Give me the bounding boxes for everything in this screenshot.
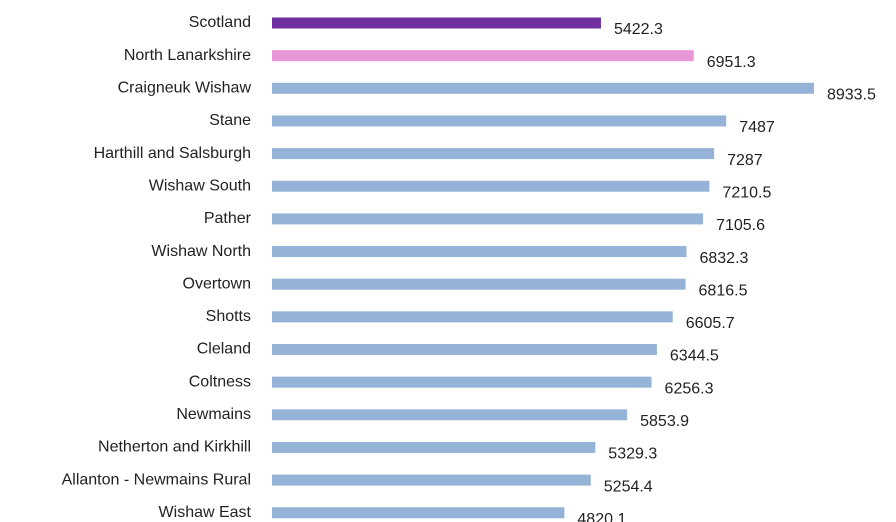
- bar: [272, 376, 652, 388]
- bar: [272, 344, 657, 355]
- category-label: Pather: [204, 210, 252, 227]
- value-label: 6816.5: [699, 282, 748, 299]
- value-label: 4820.1: [577, 511, 626, 522]
- category-label: Craigneuk Wishaw: [118, 80, 252, 97]
- category-label: Stane: [209, 112, 251, 129]
- category-label: Newmains: [176, 406, 251, 423]
- value-label: 5254.4: [604, 478, 653, 495]
- bar: [272, 441, 596, 453]
- value-label: 5329.3: [608, 446, 657, 463]
- value-label: 6256.3: [665, 380, 714, 397]
- value-label: 7487: [739, 119, 775, 136]
- bar: [272, 507, 565, 519]
- category-label: Harthill and Salsburgh: [94, 145, 251, 162]
- bar: [272, 474, 591, 486]
- bar: [272, 409, 628, 421]
- bar: [272, 180, 710, 192]
- bar: [272, 17, 601, 29]
- bar: [272, 311, 673, 323]
- value-label: 8933.5: [827, 87, 876, 104]
- value-label: 7287: [727, 152, 763, 169]
- category-label: Wishaw North: [151, 243, 251, 260]
- category-label: Cleland: [197, 341, 251, 358]
- category-label: Netherton and Kirkhill: [98, 439, 251, 456]
- bar: [272, 213, 704, 225]
- category-label: Overtown: [183, 275, 251, 292]
- value-label: 7210.5: [722, 184, 771, 201]
- value-label: 5853.9: [640, 413, 689, 430]
- bar: [272, 50, 694, 62]
- value-label: 5422.3: [614, 21, 663, 38]
- value-label: 6951.3: [707, 54, 756, 71]
- value-label: 6344.5: [670, 348, 719, 365]
- category-label: Coltness: [189, 373, 251, 390]
- category-label: Allanton - Newmains Rural: [62, 471, 251, 488]
- bar: [272, 278, 686, 290]
- bar: [272, 148, 715, 160]
- category-label: North Lanarkshire: [124, 47, 251, 64]
- category-label: Wishaw East: [159, 504, 252, 521]
- bar: [272, 246, 687, 258]
- category-label: Wishaw South: [149, 177, 251, 194]
- bar: [272, 115, 727, 127]
- value-label: 6605.7: [686, 315, 735, 332]
- bar: [272, 82, 814, 94]
- category-label: Scotland: [189, 14, 251, 31]
- value-label: 7105.6: [716, 217, 765, 234]
- value-label: 6832.3: [699, 250, 748, 267]
- category-label: Shotts: [206, 308, 251, 325]
